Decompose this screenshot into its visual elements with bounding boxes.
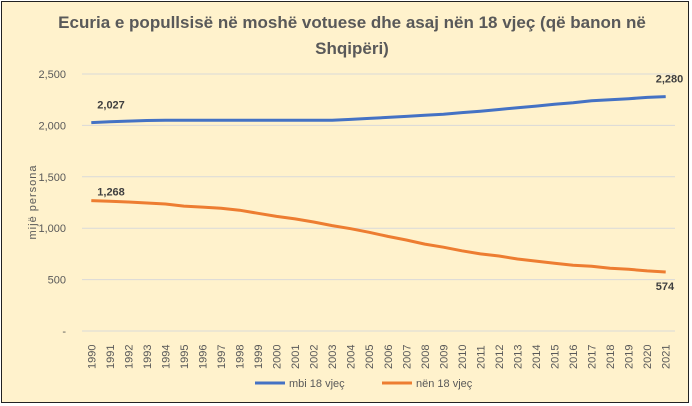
x-tick-label: 2005 [364,345,376,369]
x-tick-label: 2001 [290,345,302,369]
legend-label: mbi 18 vjeç [289,378,345,390]
x-tick-label: 2007 [401,345,413,369]
x-tick-label: 2009 [438,345,450,369]
data-label: 2,027 [97,100,125,112]
x-tick-label: 1996 [197,345,209,369]
legend-label: nën 18 vjeç [416,378,473,390]
y-tick-label: 500 [48,275,66,287]
series-line-over-18 [91,95,666,125]
x-tick-label: 2000 [272,345,284,369]
data-label: 2,280 [656,74,684,86]
x-tick-label: 2014 [531,345,543,369]
x-tick-label: 2016 [568,345,580,369]
x-tick-label: 1993 [142,345,154,369]
x-tick-label: 2004 [346,345,358,369]
x-tick-label: 2020 [642,345,654,369]
x-tick-label: 1995 [179,345,191,369]
x-tick-label: 2010 [457,345,469,369]
x-tick-label: 2013 [512,345,524,369]
x-tick-label: 2002 [309,345,321,369]
x-tick-label: 1990 [86,345,98,369]
x-tick-label: 2008 [420,345,432,369]
x-tick-label: 1999 [253,345,265,369]
x-tick-label: 2018 [605,345,617,369]
y-tick-label: - [62,326,66,338]
x-tick-label: 2021 [661,345,673,369]
x-tick-label: 2019 [624,345,636,369]
x-tick-label: 2006 [383,345,395,369]
y-tick-label: 1,000 [38,223,66,235]
x-tick-label: 1994 [160,345,172,369]
x-tick-label: 1991 [105,345,117,369]
chart-title: Ecuria e popullsisë në moshë votuese dhe… [58,13,646,58]
y-tick-label: 2,500 [38,69,66,81]
x-tick-label: 1998 [235,345,247,369]
data-label: 574 [656,281,675,293]
x-tick-label: 2012 [494,345,506,369]
x-tick-label: 2011 [475,345,487,369]
series-line-under-18 [91,199,666,274]
x-tick-label: 1992 [123,345,135,369]
x-tick-label: 2003 [327,345,339,369]
x-tick-label: 2015 [550,345,562,369]
data-label: 1,268 [97,187,125,199]
y-tick-label: 2,000 [38,120,66,132]
y-tick-label: 1,500 [38,172,66,184]
y-axis-label: mijë persona [27,165,39,240]
x-tick-label: 1997 [216,345,228,369]
x-tick-label: 2017 [587,345,599,369]
